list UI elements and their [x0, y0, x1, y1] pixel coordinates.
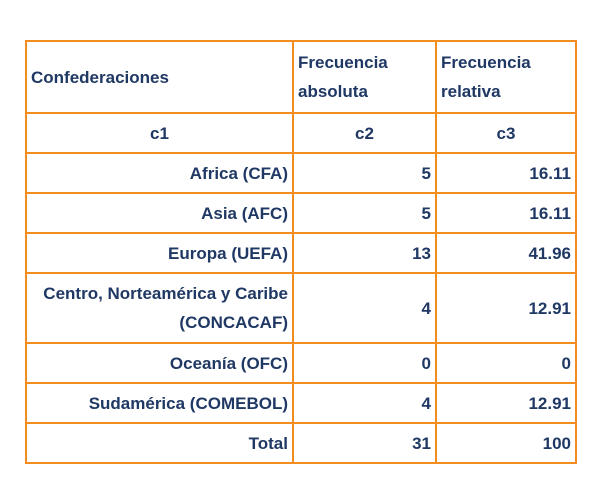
table-row: Oceanía (OFC) 0 0: [25, 342, 577, 384]
relative-frequency-cell: 12.91: [435, 272, 577, 344]
relative-frequency-cell: 0: [435, 342, 577, 384]
total-label-cell: Total: [25, 422, 294, 464]
header-row: Confederaciones Frecuencia absoluta Frec…: [25, 40, 577, 114]
confederation-cell: Africa (CFA): [25, 152, 294, 194]
total-relative-cell: 100: [435, 422, 577, 464]
absolute-frequency-cell: 4: [292, 382, 437, 424]
confederations-frequency-table: Confederaciones Frecuencia absoluta Frec…: [25, 40, 577, 464]
relative-frequency-cell: 12.91: [435, 382, 577, 424]
absolute-frequency-cell: 5: [292, 192, 437, 234]
header-frecuencia-relativa: Frecuencia relativa: [435, 40, 577, 114]
absolute-frequency-cell: 4: [292, 272, 437, 344]
column-code-c1: c1: [25, 112, 294, 154]
absolute-frequency-cell: 13: [292, 232, 437, 274]
confederation-cell: Asia (AFC): [25, 192, 294, 234]
table-row: Centro, Norteamérica y Caribe (CONCACAF)…: [25, 272, 577, 344]
relative-frequency-cell: 41.96: [435, 232, 577, 274]
relative-frequency-cell: 16.11: [435, 192, 577, 234]
table-row: Asia (AFC) 5 16.11: [25, 192, 577, 234]
header-confederaciones: Confederaciones: [25, 40, 294, 114]
confederation-cell: Oceanía (OFC): [25, 342, 294, 384]
column-code-row: c1 c2 c3: [25, 112, 577, 154]
confederation-cell: Centro, Norteamérica y Caribe (CONCACAF): [25, 272, 294, 344]
total-row: Total 31 100: [25, 422, 577, 464]
column-code-c2: c2: [292, 112, 437, 154]
total-absolute-cell: 31: [292, 422, 437, 464]
absolute-frequency-cell: 5: [292, 152, 437, 194]
confederation-cell: Sudamérica (COMEBOL): [25, 382, 294, 424]
table-row: Africa (CFA) 5 16.11: [25, 152, 577, 194]
relative-frequency-cell: 16.11: [435, 152, 577, 194]
header-frecuencia-absoluta: Frecuencia absoluta: [292, 40, 437, 114]
table-row: Europa (UEFA) 13 41.96: [25, 232, 577, 274]
confederation-cell: Europa (UEFA): [25, 232, 294, 274]
table-row: Sudamérica (COMEBOL) 4 12.91: [25, 382, 577, 424]
absolute-frequency-cell: 0: [292, 342, 437, 384]
column-code-c3: c3: [435, 112, 577, 154]
